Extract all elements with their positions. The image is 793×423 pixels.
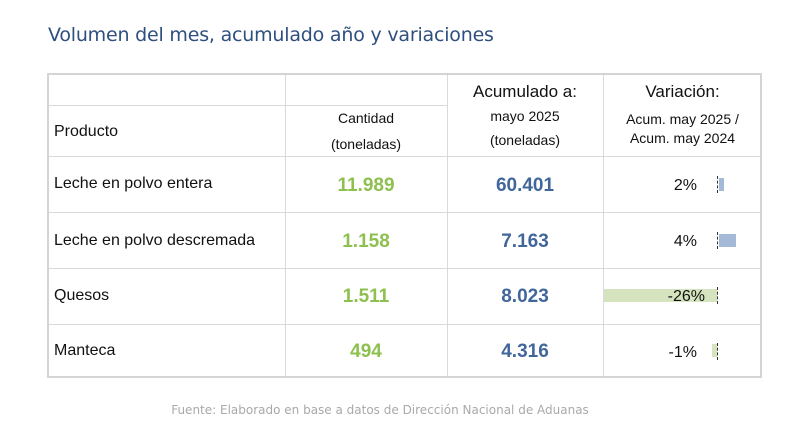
header-divider: [49, 105, 447, 106]
row-4-acumulado: 4.316: [501, 341, 549, 362]
row-1-acumulado: 60.401: [495, 175, 555, 196]
row-3-acumulado: 8.023: [501, 286, 549, 307]
row-divider: [49, 324, 760, 325]
header-cantidad: Cantidad (toneladas): [285, 108, 447, 155]
column-divider: [285, 75, 286, 376]
source-footer: Fuente: Elaborado en base a datos de Dir…: [171, 403, 589, 417]
row-divider: [49, 268, 760, 269]
column-divider: [447, 75, 448, 376]
header-cantidad-line1: Cantidad: [337, 110, 395, 126]
header-producto: Producto: [54, 123, 119, 140]
row-divider: [49, 212, 760, 213]
row-2-variacion: 4%: [673, 233, 697, 250]
row-2-bar-axis: [717, 232, 718, 249]
row-4-variacion: -1%: [668, 344, 697, 361]
row-3-variacion-bar: [604, 289, 717, 302]
row-4-variacion-bar: [712, 344, 717, 357]
header-acumulado: Acumulado a: mayo 2025 (toneladas): [447, 82, 603, 151]
row-2-acumulado: 7.163: [501, 231, 549, 252]
header-variacion-line3: Acum. may 2024: [629, 130, 736, 146]
header-acumulado-line1: Acumulado a:: [473, 82, 577, 101]
row-divider: [49, 156, 760, 157]
row-3-bar-axis: [717, 287, 718, 304]
row-1-variacion: 2%: [673, 177, 697, 194]
row-2-cantidad: 1.158: [342, 231, 390, 252]
page-title: Volumen del mes, acumulado año y variaci…: [48, 24, 494, 46]
header-cantidad-line2: (toneladas): [330, 136, 402, 152]
row-4-cantidad: 494: [350, 341, 382, 362]
header-variacion: Variación: Acum. may 2025 / Acum. may 20…: [603, 82, 762, 148]
header-variacion-line1: Variación:: [645, 82, 720, 101]
data-table: Producto Cantidad (toneladas) Acumulado …: [47, 73, 762, 378]
row-3-producto: Quesos: [54, 287, 110, 304]
row-4-bar-axis: [717, 343, 718, 360]
row-1-variacion-bar: [719, 178, 724, 191]
row-2-variacion-bar: [719, 234, 736, 247]
row-1-cantidad: 11.989: [337, 175, 395, 196]
row-3-cantidad: 1.511: [342, 286, 390, 307]
header-variacion-line2: Acum. may 2025 /: [626, 111, 739, 127]
column-divider: [603, 75, 604, 376]
header-acumulado-line2: mayo 2025: [490, 108, 560, 124]
row-2-producto: Leche en polvo descremada: [54, 232, 256, 249]
row-3-variacion: -26%: [667, 288, 705, 305]
header-acumulado-line3: (toneladas): [489, 132, 561, 148]
row-1-bar-axis: [717, 176, 718, 193]
row-1-producto: Leche en polvo entera: [54, 175, 213, 192]
row-4-producto: Manteca: [54, 342, 116, 359]
